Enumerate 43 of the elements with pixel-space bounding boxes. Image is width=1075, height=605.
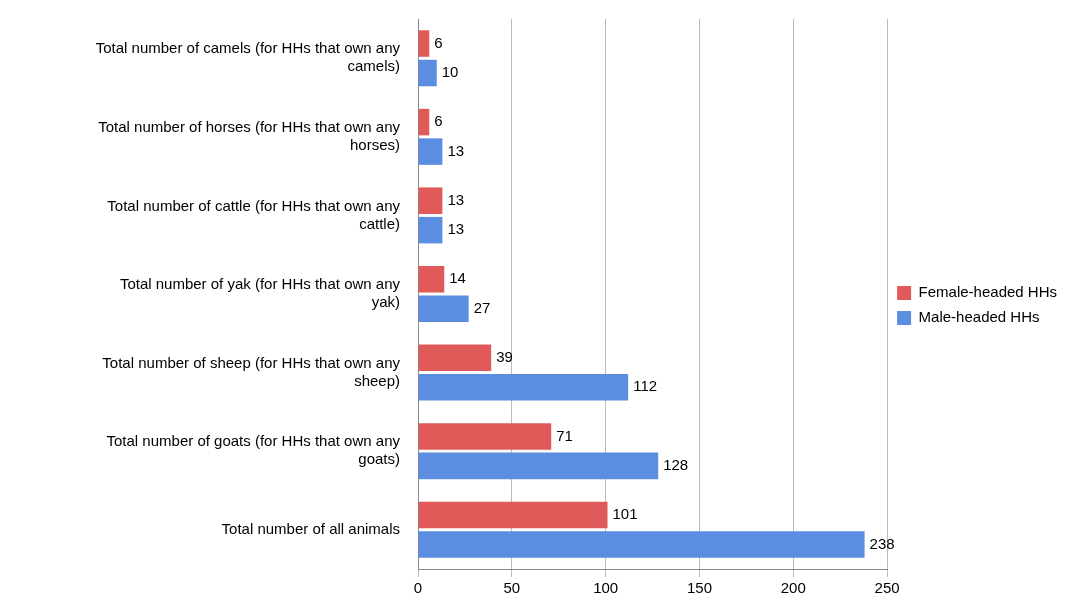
x-tick-label: 200 <box>780 579 806 597</box>
bar <box>418 138 443 165</box>
data-label: 13 <box>447 220 465 238</box>
bar <box>418 108 430 136</box>
y-tick-label: Total number of all animals <box>221 519 400 537</box>
data-label: 27 <box>473 298 491 316</box>
x-tick-label: 100 <box>593 579 619 597</box>
bar <box>418 423 552 450</box>
bar <box>418 344 492 372</box>
y-tick-label: Total number of yak (for HHs that own any yak) <box>119 275 401 311</box>
x-tick-label: 250 <box>874 579 900 597</box>
data-label: 39 <box>496 347 513 365</box>
bar <box>418 501 608 529</box>
legend-label: Male-headed HHs <box>918 308 1040 326</box>
y-tick-label: Total number of cattle (for HHs that own any cattle) <box>107 196 401 232</box>
x-tick-label: 150 <box>686 579 712 597</box>
data-label: 6 <box>434 33 443 51</box>
bar <box>418 374 629 401</box>
bar <box>418 452 659 480</box>
data-label: 101 <box>612 505 638 523</box>
data-label: 13 <box>447 190 465 208</box>
y-tick-label: Total number of camels (for HHs that own any camels) <box>95 39 401 75</box>
legend-label: Female-headed HHs <box>918 283 1058 301</box>
y-tick-label: Total number of horses (for HHs that own any horses) <box>98 118 401 153</box>
bar <box>418 531 865 558</box>
data-label: 10 <box>441 63 459 81</box>
bar <box>418 216 443 244</box>
data-label: 6 <box>434 112 443 130</box>
data-label: 128 <box>663 456 689 474</box>
bar <box>418 30 430 57</box>
x-tick-label: 0 <box>413 579 423 597</box>
bar <box>418 295 469 322</box>
data-label: 71 <box>556 426 573 444</box>
data-label: 238 <box>869 534 895 552</box>
y-tick-label: Total number of sheep (for HHs that own any sheep) <box>102 353 401 389</box>
x-tick-label: 50 <box>503 579 521 597</box>
bar <box>418 59 437 87</box>
data-label: 14 <box>449 269 466 287</box>
bar <box>418 187 443 214</box>
bar <box>418 266 445 293</box>
data-label: 13 <box>447 141 465 159</box>
y-tick-label: Total number of goats (for HHs that own any goats) <box>106 432 401 468</box>
data-label: 112 <box>633 377 658 395</box>
